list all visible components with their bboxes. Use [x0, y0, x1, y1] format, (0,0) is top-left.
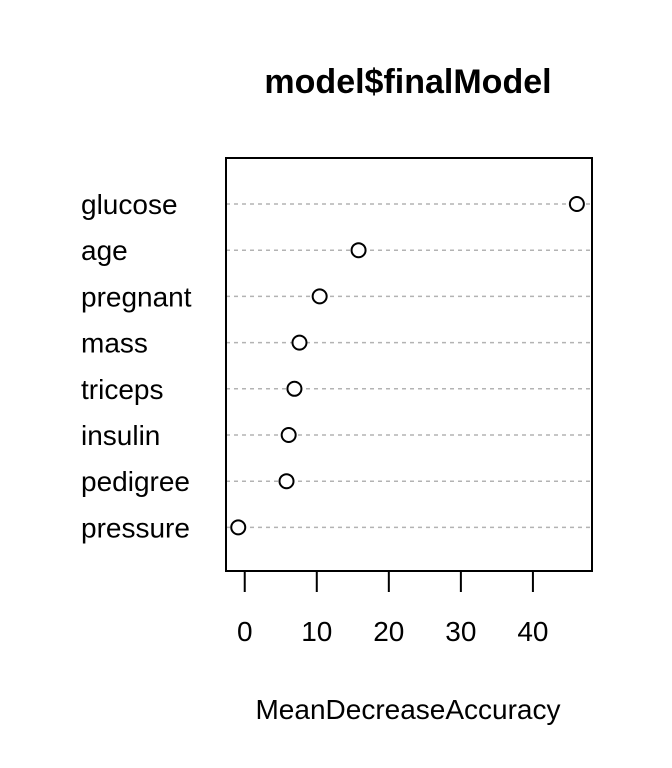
category-label: pregnant — [81, 281, 192, 312]
data-point — [230, 519, 247, 536]
x-tick-label: 30 — [445, 616, 476, 647]
category-label: age — [81, 235, 128, 266]
gridlines — [226, 203, 592, 529]
plot-frame — [225, 157, 593, 572]
x-tick-label: 20 — [373, 616, 404, 647]
category-label: pedigree — [81, 466, 190, 497]
category-label: glucose — [81, 189, 178, 220]
data-point — [350, 242, 367, 259]
x-axis-label: MeanDecreaseAccuracy — [255, 694, 560, 725]
category-label: pressure — [81, 512, 190, 543]
data-point — [280, 427, 297, 443]
x-tick-label: 40 — [517, 616, 548, 647]
x-tick-label: 10 — [301, 616, 332, 647]
category-label: triceps — [81, 374, 163, 405]
data-point — [291, 334, 308, 351]
category-labels: glucose age pregnant mass triceps insulin pedi… — [81, 189, 192, 543]
x-tick-label: 0 — [237, 616, 253, 647]
data-point — [568, 196, 585, 212]
chart-title: model$finalModel — [264, 63, 551, 101]
data-point — [278, 473, 295, 490]
x-axis: 0 10 20 30 40 — [237, 570, 548, 647]
data-point — [311, 288, 328, 305]
data-point — [286, 380, 303, 397]
category-label: mass — [81, 328, 148, 359]
category-label: insulin — [81, 420, 160, 451]
data-points — [230, 196, 585, 536]
